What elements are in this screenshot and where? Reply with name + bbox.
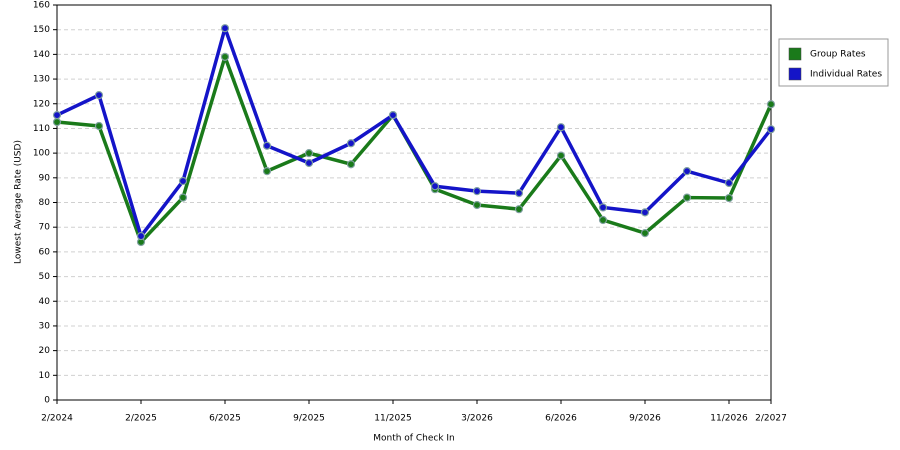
data-point — [304, 149, 314, 158]
y-tick-label: 110 — [33, 124, 50, 134]
data-point — [346, 160, 356, 169]
data-point — [262, 167, 272, 176]
y-tick-label: 120 — [33, 99, 50, 109]
data-point — [388, 111, 398, 120]
data-point — [220, 24, 230, 33]
data-point — [514, 205, 524, 214]
data-point — [766, 100, 776, 109]
x-tick-label: 9/2026 — [629, 414, 661, 424]
data-point — [430, 182, 440, 191]
data-point — [52, 117, 62, 127]
y-tick-label: 140 — [33, 50, 50, 60]
data-point — [472, 187, 482, 196]
x-tick-label: 2/2027 — [755, 414, 787, 424]
data-point — [556, 123, 566, 132]
y-tick-label: 70 — [39, 223, 51, 233]
data-point — [262, 141, 272, 150]
data-point — [640, 229, 650, 238]
data-point — [178, 176, 188, 186]
legend-swatch — [788, 47, 802, 61]
data-point — [598, 215, 608, 225]
data-point — [136, 231, 146, 241]
data-point — [724, 193, 734, 203]
data-point — [346, 139, 356, 148]
data-point — [304, 158, 314, 168]
data-point — [220, 52, 230, 61]
data-point — [94, 91, 104, 100]
series-line — [56, 26, 773, 238]
data-point — [640, 208, 650, 217]
data-point — [94, 121, 104, 131]
y-tick-label: 30 — [39, 321, 51, 331]
y-axis-label: Lowest Average Rate (USD) — [14, 140, 24, 264]
data-point — [514, 189, 524, 198]
y-tick-label: 20 — [39, 346, 51, 356]
y-tick-label: 10 — [39, 371, 51, 381]
x-tick-label: 11/2026 — [710, 414, 748, 424]
y-tick-label: 90 — [39, 173, 51, 183]
y-tick-label: 80 — [39, 198, 51, 208]
y-tick-label: 50 — [39, 272, 51, 282]
x-tick-label: 11/2025 — [374, 414, 411, 424]
legend-label: Individual Rates — [810, 70, 882, 80]
data-point — [556, 151, 566, 160]
data-point — [598, 203, 608, 212]
legend-label: Group Rates — [810, 50, 866, 60]
data-point — [724, 178, 734, 188]
x-tick-label: 9/2025 — [293, 414, 325, 424]
y-tick-label: 100 — [33, 149, 50, 159]
y-tick-label: 60 — [39, 247, 51, 257]
data-point — [682, 167, 692, 176]
data-point — [766, 125, 776, 134]
y-tick-label: 130 — [33, 75, 50, 85]
y-tick-label: 150 — [33, 25, 50, 35]
x-tick-label: 3/2026 — [461, 414, 493, 424]
legend-swatch — [788, 67, 802, 81]
plot-frame — [56, 4, 772, 401]
data-point — [178, 193, 188, 202]
y-tick-label: 160 — [33, 1, 50, 11]
data-point — [682, 193, 692, 202]
data-point — [52, 111, 62, 120]
x-tick-label: 2/2025 — [125, 414, 157, 424]
x-tick-label: 2/2024 — [41, 414, 73, 424]
x-tick-label: 6/2025 — [209, 414, 241, 424]
y-tick-label: 40 — [39, 297, 51, 307]
data-point — [472, 200, 482, 210]
y-tick-label: 0 — [44, 396, 50, 406]
x-axis-label: Month of Check In — [373, 434, 455, 444]
x-tick-label: 6/2026 — [545, 414, 577, 424]
